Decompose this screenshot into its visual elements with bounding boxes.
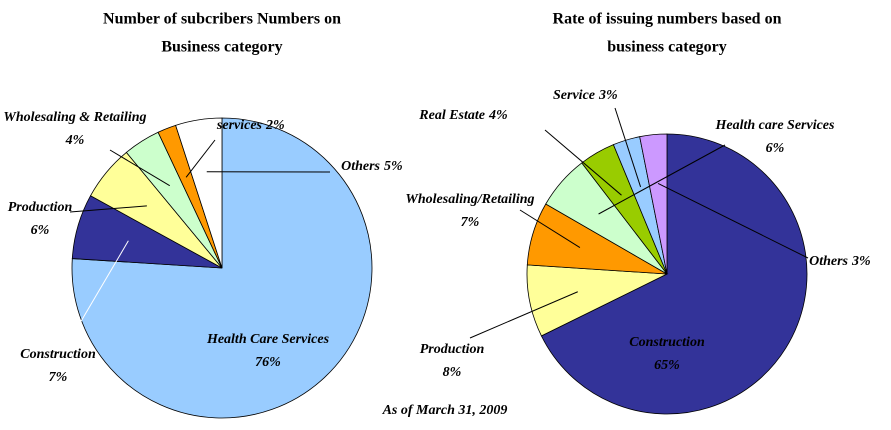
slice-label: Health care Services <box>715 118 836 133</box>
chart-title: business category <box>607 39 727 56</box>
chart-title: Business category <box>161 39 282 56</box>
slice-label: Health Care Services <box>206 332 330 347</box>
slice-label: Others <box>809 254 848 269</box>
slice-value-label: 76% <box>255 355 281 370</box>
slice-value-label: 65% <box>654 358 680 373</box>
slice-value-label: 4% <box>65 133 85 148</box>
slice-value-label: 7% <box>461 215 480 230</box>
pie-slice <box>540 133 808 415</box>
slice-value-label: 6% <box>766 141 785 156</box>
leader-line <box>109 149 171 187</box>
slice-value-label: 6% <box>31 223 50 238</box>
slice-label: Real Estate <box>418 108 485 123</box>
leader-line <box>657 182 809 259</box>
slice-label: Construction <box>629 335 705 350</box>
slice-value-label: 4% <box>488 108 508 123</box>
slice-label: Wholesaling/Retailing <box>405 192 534 207</box>
slice-label: services <box>216 118 263 133</box>
slice-value-label: 5% <box>384 159 403 174</box>
chart-title: Number of subcribers Numbers on <box>103 11 341 28</box>
slice-value-label: 8% <box>443 365 462 380</box>
slice-label: Production <box>8 200 73 215</box>
slice-label: Construction <box>20 347 96 362</box>
pie-slice <box>71 117 373 419</box>
slice-value-label: 3% <box>851 254 871 269</box>
slice-value-label: 2% <box>265 118 285 133</box>
leader-line <box>185 139 216 178</box>
leader-line <box>598 144 726 215</box>
leader-line <box>69 240 129 341</box>
leader-line <box>544 129 622 196</box>
leader-line <box>519 209 581 249</box>
pie-slice <box>175 117 223 269</box>
slice-value-label: 7% <box>49 370 68 385</box>
slice-value-label: 3% <box>598 88 618 103</box>
chart-title: Rate of issuing numbers based on <box>553 11 782 28</box>
slice-label: Wholesaling & Retailing <box>3 110 146 125</box>
leader-line <box>614 107 642 188</box>
slice-label: Others <box>341 159 380 174</box>
leader-line <box>69 205 147 213</box>
slice-label: Service <box>553 88 595 103</box>
slice-label: Production <box>420 342 485 357</box>
pie-slice <box>639 133 668 275</box>
leader-line <box>469 291 578 339</box>
footnote: As of March 31, 2009 <box>382 403 508 418</box>
